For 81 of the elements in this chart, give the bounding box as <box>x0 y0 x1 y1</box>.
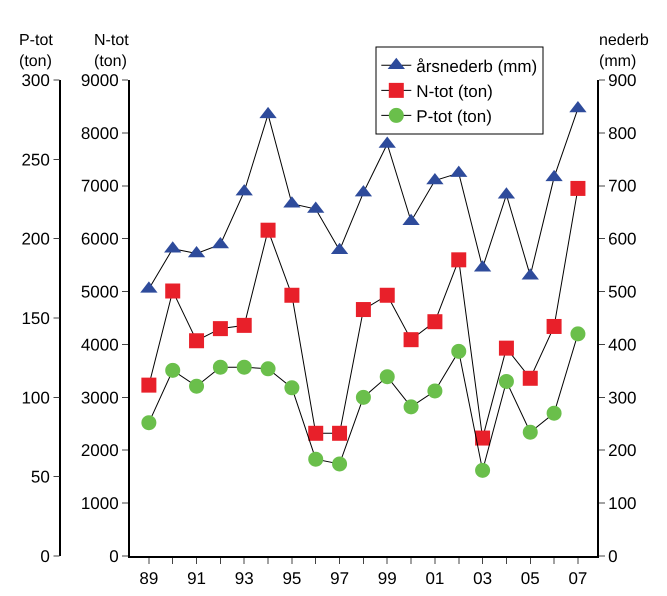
point <box>236 318 252 333</box>
legend-label: P-tot (ton) <box>416 107 492 126</box>
point <box>475 430 490 446</box>
y2-tick-label: 200 <box>608 441 637 460</box>
point <box>404 399 419 414</box>
x-tick-label: 07 <box>568 569 588 588</box>
point <box>332 456 348 472</box>
y2-tick-label: 700 <box>608 176 637 196</box>
y3-tick-label: 100 <box>21 388 50 408</box>
y-tick-label: 4000 <box>80 335 119 354</box>
y2-tick-label: 600 <box>608 230 637 249</box>
point <box>165 362 180 378</box>
point <box>404 332 419 348</box>
point <box>284 288 300 303</box>
point <box>141 378 156 393</box>
point <box>570 180 586 196</box>
y-tick-label: 2000 <box>80 441 119 460</box>
y-axis-title: N-tot (ton) <box>94 32 130 70</box>
x-tick-label: 01 <box>425 569 444 588</box>
point <box>546 406 562 421</box>
y2-tick-label: 0 <box>608 546 618 566</box>
y2-axis-title: nederb (mm) <box>599 32 649 70</box>
y-tick-label: 5000 <box>80 282 119 302</box>
y3-tick-label: 300 <box>21 70 50 90</box>
x-tick-label: 99 <box>378 569 397 588</box>
y-tick-label: 9000 <box>80 70 119 90</box>
point <box>498 340 514 356</box>
point <box>189 378 204 394</box>
point <box>498 374 514 389</box>
x-tick-label: 95 <box>282 569 302 588</box>
point <box>475 462 490 478</box>
x-tick-label: 89 <box>139 569 158 588</box>
y3-tick-label: 0 <box>40 546 50 566</box>
x-tick-label: 93 <box>234 569 254 588</box>
point <box>284 380 300 396</box>
y3-tick-label: 150 <box>21 308 50 328</box>
point <box>380 369 395 384</box>
point <box>427 314 442 330</box>
y2-tick-label: 400 <box>608 335 637 354</box>
x-tick-label: 91 <box>187 569 206 588</box>
x-tick-label: 03 <box>473 569 492 588</box>
y3-tick-label: 250 <box>21 150 50 170</box>
point <box>332 426 348 441</box>
y2-tick-label: 300 <box>608 388 637 408</box>
point <box>427 383 442 398</box>
y-tick-label: 3000 <box>80 388 119 408</box>
point <box>308 452 324 467</box>
point <box>380 288 395 303</box>
y-tick-label: 0 <box>109 546 119 566</box>
point <box>451 344 466 359</box>
y2-tick-label: 900 <box>608 70 637 90</box>
y-tick-label: 8000 <box>80 124 119 143</box>
y3-axis-title: P-tot (ton) <box>19 32 54 70</box>
y-tick-label: 6000 <box>80 230 119 249</box>
point <box>356 302 371 318</box>
point <box>570 326 586 342</box>
point <box>260 361 276 376</box>
point <box>451 252 466 268</box>
point <box>236 360 252 375</box>
legend-label: årsnederb (mm) <box>416 56 538 76</box>
point <box>522 370 538 386</box>
x-tick-label: 05 <box>520 569 540 588</box>
y-tick-label: 1000 <box>80 494 119 514</box>
point <box>260 222 276 238</box>
point <box>546 318 562 334</box>
point <box>212 321 228 336</box>
point <box>308 426 324 441</box>
point <box>189 333 204 348</box>
x-tick-label: 97 <box>330 569 350 588</box>
point <box>212 360 228 375</box>
point <box>356 390 371 405</box>
y2-tick-label: 500 <box>608 282 637 302</box>
y3-tick-label: 200 <box>21 230 50 249</box>
legend-label: N-tot (ton) <box>416 82 493 101</box>
y3-tick-label: 50 <box>30 468 50 487</box>
y-tick-label: 7000 <box>80 176 119 196</box>
y2-tick-label: 800 <box>608 124 637 143</box>
y2-tick-label: 100 <box>608 494 637 514</box>
point <box>141 415 156 430</box>
point <box>522 424 538 440</box>
point <box>165 284 180 299</box>
